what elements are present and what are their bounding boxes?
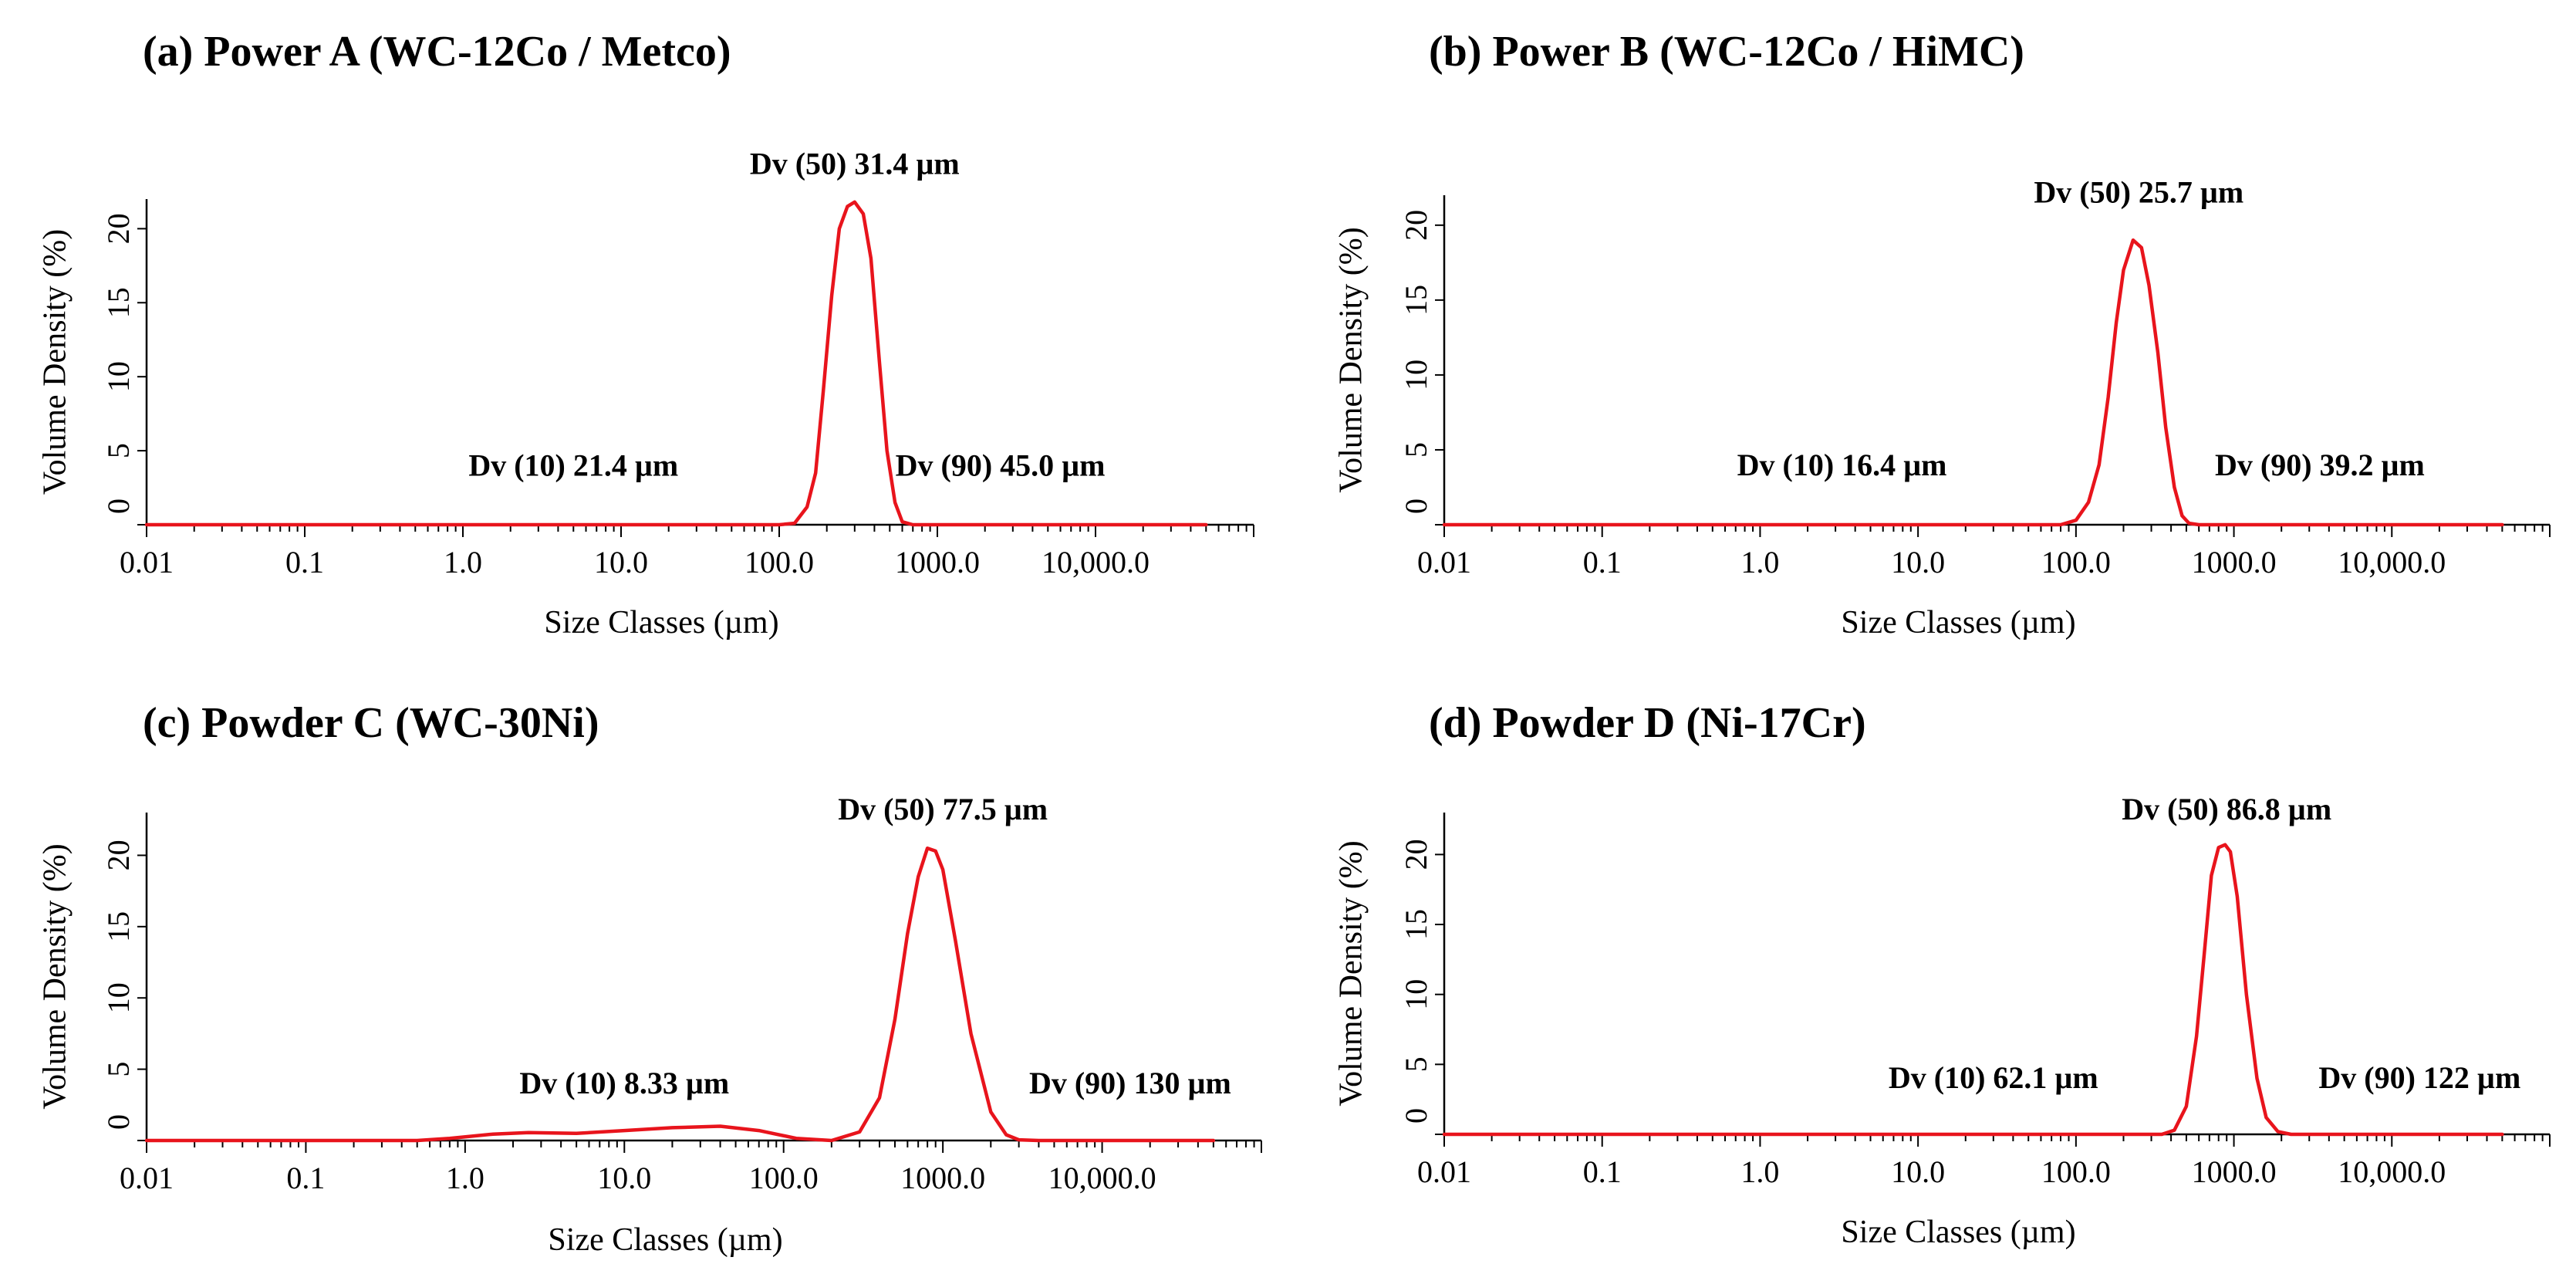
x-tick-label: 10.0 (597, 1161, 651, 1195)
x-tick-label: 100.0 (749, 1161, 819, 1195)
annotation-label: Dv (50) 31.4 µm (750, 146, 960, 181)
x-axis-label: Size Classes (µm) (1841, 605, 2075, 640)
annotation-label: Dv (90) 122 µm (2318, 1060, 2520, 1095)
x-tick-label: 0.1 (285, 545, 324, 580)
y-tick-label: 10 (101, 982, 136, 1013)
x-tick-label: 10,000.0 (2338, 1154, 2446, 1189)
panel-title: (a) Power A (WC-12Co / Metco) (143, 28, 731, 76)
y-tick-label: 0 (1399, 498, 1433, 514)
x-tick-label: 1.0 (446, 1161, 484, 1195)
x-tick-label: 0.1 (286, 1161, 325, 1195)
x-tick-label: 0.1 (1583, 1154, 1622, 1189)
y-tick-label: 5 (1399, 1056, 1433, 1072)
series-line (1442, 843, 2504, 1137)
y-tick-label: 0 (1399, 1108, 1433, 1124)
annotation-label: Dv (90) 39.2 µm (2215, 448, 2425, 482)
x-tick-label: 100.0 (2041, 545, 2111, 580)
x-tick-label: 1.0 (444, 545, 482, 580)
panel-title: (b) Power B (WC-12Co / HiMC) (1429, 28, 2024, 76)
annotation-label: Dv (50) 77.5 µm (838, 792, 1048, 826)
x-axis-label: Size Classes (µm) (1841, 1215, 2075, 1250)
y-tick-label: 20 (101, 213, 136, 244)
series-line (1442, 238, 2504, 527)
series-line (144, 200, 1208, 527)
x-tick-label: 0.01 (1417, 545, 1471, 580)
y-tick-label: 10 (1399, 979, 1433, 1010)
y-tick-label: 5 (1399, 442, 1433, 458)
annotation-label: Dv (50) 86.8 µm (2122, 792, 2331, 826)
x-axis-label: Size Classes (µm) (544, 605, 778, 640)
x-tick-label: 1.0 (1740, 545, 1779, 580)
y-tick-label: 5 (101, 1062, 136, 1077)
annotation-label: Dv (50) 25.7 µm (2034, 175, 2243, 210)
x-tick-label: 1.0 (1740, 1154, 1779, 1189)
x-tick-label: 1000.0 (2192, 545, 2277, 580)
x-axis-label: Size Classes (µm) (548, 1222, 782, 1258)
panel-c: (c) Powder C (WC-30Ni) 0.01 0.1 1.0 10.0 100.… (38, 699, 1262, 1258)
y-tick-label: 15 (1399, 285, 1433, 316)
x-tick-label: 1000.0 (2192, 1154, 2277, 1189)
y-axis-label: Volume Density (%) (1334, 840, 1369, 1107)
y-tick-label: 20 (1399, 210, 1433, 241)
panel-b: (b) Power B (WC-12Co / HiMC) 0.01 0.1 1.0 10… (1334, 28, 2551, 640)
annotation-label: Dv (90) 45.0 µm (896, 448, 1106, 483)
panel-a: (a) Power A (WC-12Co / Metco) 0.01 0.1 1.0 1… (38, 28, 1254, 640)
y-tick-label: 15 (1399, 909, 1433, 940)
series-line (144, 846, 1216, 1143)
x-tick-label: 100.0 (2041, 1154, 2111, 1189)
y-tick-label: 0 (101, 1114, 136, 1130)
x-tick-label: 10.0 (594, 545, 648, 580)
x-tick-label: 1000.0 (895, 545, 980, 580)
annotation-label: Dv (10) 8.33 µm (519, 1066, 729, 1100)
x-tick-label: 10,000.0 (1048, 1161, 1156, 1195)
y-tick-label: 15 (101, 911, 136, 942)
x-tick-label: 0.01 (120, 1161, 174, 1195)
y-tick-label: 10 (101, 361, 136, 392)
y-tick-label: 15 (101, 287, 136, 318)
y-tick-label: 0 (101, 498, 136, 514)
x-tick-label: 10.0 (1891, 545, 1945, 580)
annotation-label: Dv (90) 130 µm (1029, 1066, 1231, 1100)
x-tick-label: 0.01 (1417, 1154, 1471, 1189)
y-tick-label: 10 (1399, 360, 1433, 390)
panel-title: (d) Powder D (Ni-17Cr) (1429, 699, 1866, 747)
panel-d: (d) Powder D (Ni-17Cr) 0.01 0.1 1.0 10.0 100.… (1334, 699, 2551, 1250)
y-tick-label: 5 (101, 443, 136, 458)
x-tick-label: 0.1 (1583, 545, 1622, 580)
annotation-label: Dv (10) 21.4 µm (468, 448, 678, 483)
y-axis-label: Volume Density (%) (1334, 227, 1369, 493)
x-tick-label: 10.0 (1891, 1154, 1945, 1189)
y-tick-label: 20 (101, 840, 136, 870)
y-tick-label: 20 (1399, 839, 1433, 870)
x-tick-label: 10,000.0 (1042, 545, 1150, 580)
x-tick-label: 10,000.0 (2338, 545, 2446, 580)
y-axis-label: Volume Density (%) (38, 229, 73, 495)
panel-title: (c) Powder C (WC-30Ni) (143, 699, 599, 747)
x-tick-label: 0.01 (120, 545, 174, 580)
annotation-label: Dv (10) 62.1 µm (1889, 1060, 2098, 1095)
annotation-label: Dv (10) 16.4 µm (1737, 448, 1947, 482)
x-tick-label: 1000.0 (900, 1161, 985, 1195)
x-tick-label: 100.0 (744, 545, 814, 580)
y-axis-label: Volume Density (%) (38, 843, 73, 1110)
